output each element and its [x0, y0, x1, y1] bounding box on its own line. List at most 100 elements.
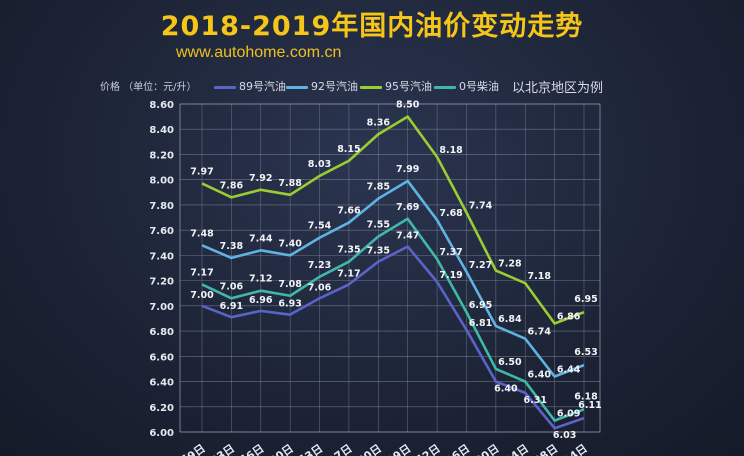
x-tick-label: 月9日: [175, 442, 208, 456]
legend-label-0: 0号柴油: [459, 80, 499, 93]
data-label: 6.96: [249, 295, 273, 306]
x-tick-label: 30日: [355, 442, 384, 456]
legend-swatch-92: [286, 85, 308, 89]
series-line-0: [201, 245, 585, 430]
legend-item-95: 95号汽油: [360, 78, 432, 94]
y-tick-label: 7.20: [149, 277, 174, 288]
data-label: 6.95: [574, 294, 597, 305]
data-label: 7.35: [337, 245, 360, 256]
data-label: 6.93: [278, 299, 301, 310]
y-tick-label: 7.60: [149, 226, 174, 237]
y-tick-label: 7.00: [149, 302, 174, 313]
legend-swatch-0: [434, 85, 456, 89]
x-tick-label: 23日: [208, 442, 237, 456]
data-label: 6.11: [578, 400, 601, 411]
plot-frame: [179, 103, 601, 433]
data-label: 7.12: [249, 274, 272, 285]
legend-label-92: 92号汽油: [311, 80, 358, 93]
data-label: 7.86: [220, 180, 244, 191]
data-label: 8.03: [308, 159, 331, 170]
y-axis-label: 价格 （单位：元/升）: [100, 82, 197, 93]
data-label: 7.66: [337, 206, 361, 217]
data-label: 7.00: [190, 290, 214, 301]
data-label: 7.18: [528, 271, 552, 282]
data-label: 7.38: [220, 241, 244, 252]
y-tick-label: 7.40: [149, 251, 174, 262]
data-label: 7.69: [396, 202, 419, 213]
x-tick-label: 月3日: [293, 442, 326, 456]
data-label: 7.28: [498, 259, 522, 270]
x-tick-label: 20日: [267, 442, 296, 456]
x-tick-label: 14日: [561, 442, 590, 456]
y-tick-label: 6.80: [149, 327, 174, 338]
legend-swatch-89: [214, 85, 236, 89]
data-label: 7.85: [367, 182, 390, 193]
legend-label-89: 89号汽油: [239, 80, 286, 93]
data-label: 7.17: [190, 267, 213, 278]
x-tick-label: 月2日: [410, 442, 443, 456]
data-label: 6.03: [553, 430, 576, 441]
legend-item-89: 89号汽油: [214, 78, 286, 94]
legend-item-0: 0号柴油: [434, 78, 499, 94]
x-tick-label: 30日: [473, 442, 502, 456]
data-label: 6.81: [469, 318, 492, 329]
y-tick-label: 8.20: [149, 150, 174, 161]
data-label: 7.54: [308, 221, 332, 232]
data-label: 7.48: [190, 228, 214, 239]
data-label: 8.50: [396, 100, 420, 111]
data-label: 6.74: [528, 327, 552, 338]
y-tick-label: 6.20: [149, 403, 174, 414]
data-label: 6.40: [494, 384, 518, 395]
data-label: 7.17: [337, 268, 360, 279]
data-label: 6.09: [557, 409, 580, 420]
data-label: 6.31: [524, 395, 547, 406]
data-label: 7.06: [220, 281, 244, 292]
y-tick-label: 6.00: [149, 428, 174, 439]
data-label: 7.40: [278, 238, 302, 249]
data-label: 6.84: [498, 314, 522, 325]
y-tick-label: 6.60: [149, 352, 174, 363]
data-label: 6.50: [498, 357, 522, 368]
data-label: 7.08: [278, 279, 302, 290]
y-tick-label: 8.60: [149, 100, 174, 111]
series-line-3: [201, 217, 585, 422]
data-label: 6.44: [557, 364, 581, 375]
data-label: 7.23: [308, 260, 331, 271]
data-label: 7.88: [278, 178, 302, 189]
data-label: 7.47: [396, 231, 419, 242]
data-label: 6.91: [220, 301, 243, 312]
data-label: 8.15: [337, 144, 360, 155]
series-line-2: [201, 115, 585, 325]
data-label: 7.68: [439, 208, 463, 219]
data-label: 8.18: [439, 145, 463, 156]
legend-item-92: 92号汽油: [286, 78, 358, 94]
chart-subtitle: www.autohome.com.cn: [176, 44, 342, 61]
data-label: 8.36: [367, 117, 391, 128]
series-line-1: [201, 179, 585, 378]
data-label: 7.92: [249, 173, 272, 184]
data-label: 6.95: [469, 300, 492, 311]
x-tick-label: 17日: [326, 442, 355, 456]
y-tick-label: 6.40: [149, 378, 174, 389]
legend-label-95: 95号汽油: [385, 80, 432, 93]
data-label: 7.99: [396, 164, 419, 175]
y-tick-label: 8.00: [149, 176, 174, 187]
data-label: 6.40: [528, 370, 552, 381]
chart-title: 2018-2019年国内油价变动走势: [160, 11, 584, 42]
x-tick-label: 14日: [502, 442, 531, 456]
x-tick-label: 16日: [443, 442, 472, 456]
data-label: 6.18: [574, 391, 598, 402]
y-tick-label: 7.80: [149, 201, 174, 212]
data-label: 7.74: [469, 200, 493, 211]
y-tick-label: 8.40: [149, 125, 174, 136]
data-label: 7.44: [249, 233, 273, 244]
data-label: 7.35: [367, 246, 390, 257]
data-label: 7.19: [439, 270, 462, 281]
data-label: 6.86: [557, 312, 581, 323]
data-label: 7.06: [308, 282, 332, 293]
region-note: 以北京地区为例: [512, 81, 604, 96]
x-tick-label: 月6日: [234, 442, 267, 456]
data-label: 7.27: [469, 260, 492, 271]
x-tick-label: 28日: [531, 442, 560, 456]
